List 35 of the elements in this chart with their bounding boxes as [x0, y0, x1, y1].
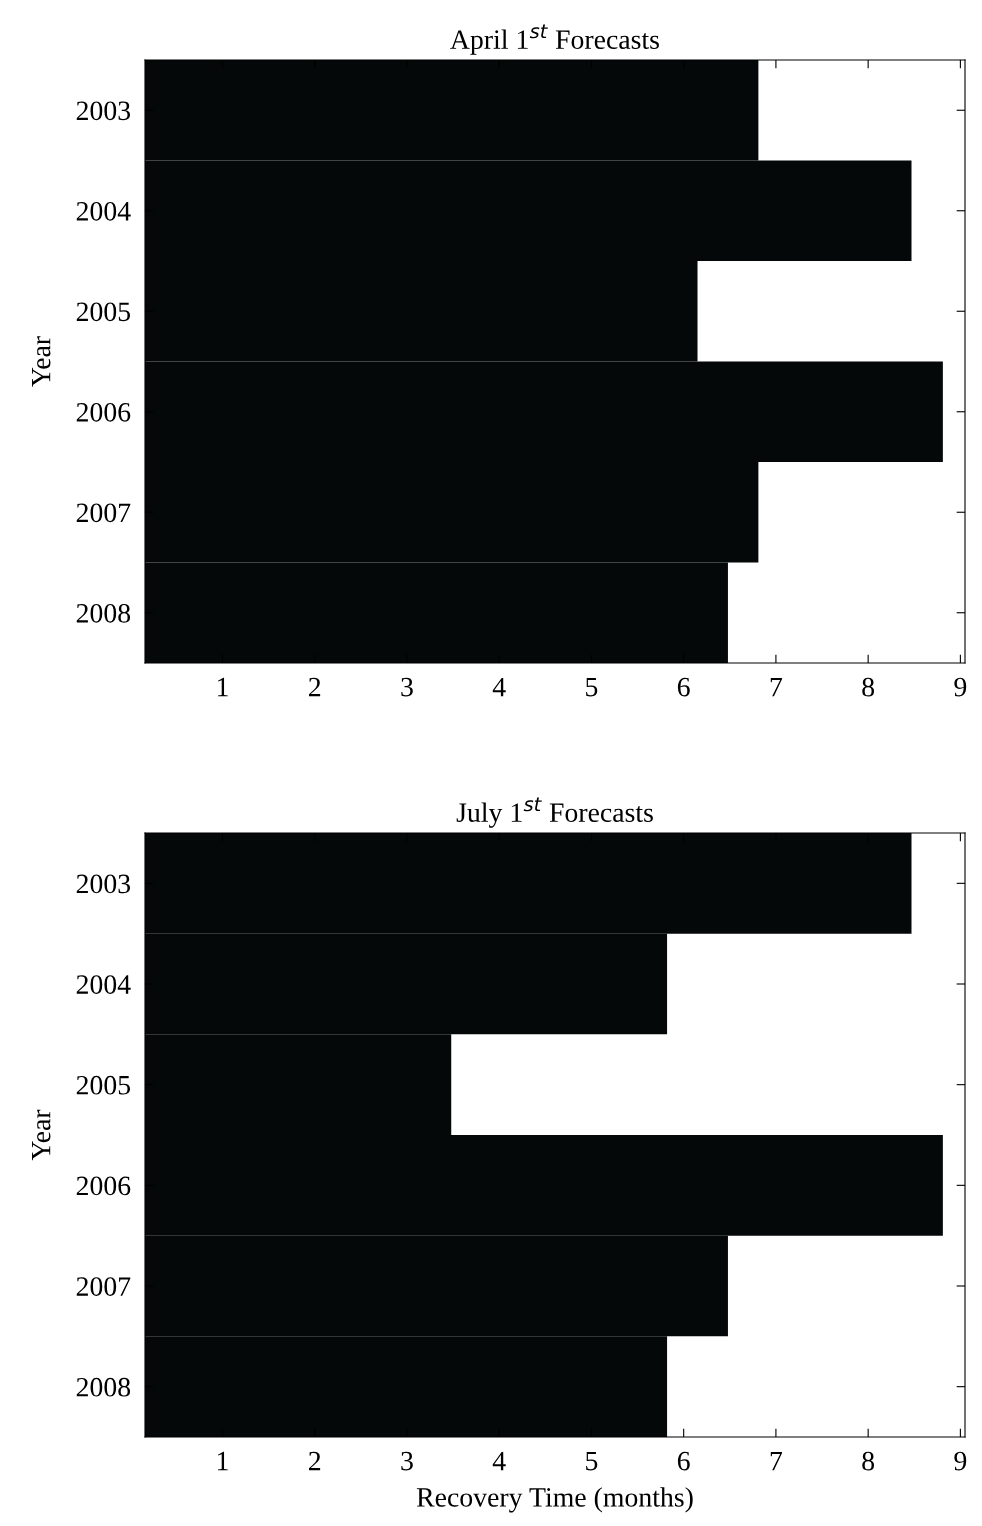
y-tick-label: 2007: [76, 503, 131, 523]
y-tick-label: 2008: [76, 603, 131, 623]
y-tick-label: 2006: [76, 1176, 131, 1196]
chart-title: April 1$^{st}$ Forecasts: [450, 24, 659, 55]
x-tick-label: 9: [954, 677, 967, 697]
x-tick-label: 4: [492, 1451, 506, 1471]
y-tick-label: 2004: [76, 201, 131, 221]
x-tick-label: 6: [677, 677, 690, 697]
x-tick-label: 3: [401, 677, 413, 697]
x-tick-label: 1: [217, 1451, 228, 1471]
y-tick-label: 2008: [76, 1377, 131, 1397]
x-tick-label: 9: [954, 1451, 967, 1471]
y-axis-title: Year: [32, 336, 51, 387]
y-tick-label: 2003: [76, 101, 131, 121]
x-tick-label: 6: [677, 1451, 690, 1471]
x-tick-label: 7: [770, 677, 783, 697]
x-tick-label: 3: [401, 1451, 413, 1471]
y-tick-label: 2005: [76, 302, 131, 322]
y-tick-label: 2004: [76, 975, 131, 994]
x-tick-label: 5: [586, 1451, 598, 1471]
y-tick-label: 2005: [76, 1075, 131, 1095]
y-axis-title: Year: [32, 1109, 51, 1161]
x-tick-label: 8: [862, 677, 875, 697]
y-tick-label: 2007: [76, 1277, 131, 1296]
x-tick-label: 1: [217, 677, 228, 697]
y-tick-label: 2006: [76, 402, 131, 422]
x-tick-label: 7: [770, 1451, 783, 1471]
x-tick-label: 2: [308, 1451, 321, 1471]
y-tick-label: 2003: [76, 874, 131, 894]
x-tick-label: 4: [492, 677, 506, 697]
x-tick-label: 8: [862, 1451, 875, 1471]
x-tick-label: 5: [586, 677, 598, 697]
x-tick-label: 2: [308, 677, 321, 697]
chart-title: July 1$^{st}$ Forecasts: [456, 797, 653, 828]
x-axis-title: Recovery Time (months): [416, 1487, 693, 1513]
